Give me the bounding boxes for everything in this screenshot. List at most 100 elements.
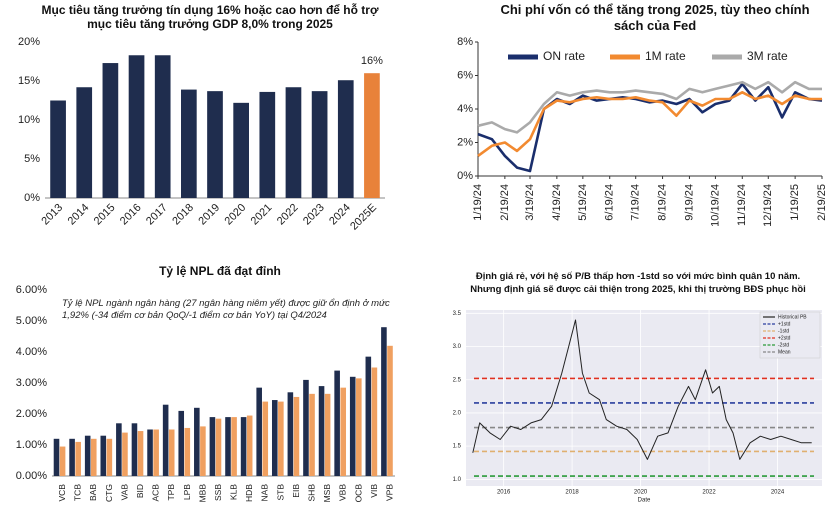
y-tick-label: 4% (457, 103, 473, 115)
x-tick-label: HDB (244, 484, 254, 502)
x-tick-label: 3/19/24 (524, 184, 536, 221)
chart-title: Mục tiêu tăng trưởng tín dụng 16% hoặc c… (41, 3, 379, 32)
bar (340, 387, 347, 476)
y-tick-label: 5.00% (16, 315, 47, 327)
line-series (477, 82, 823, 173)
chart-subtitle: Nhưng định giá sẽ được cải thiện trong 2… (470, 284, 806, 295)
bar (59, 446, 66, 476)
y-tick-label: 20% (18, 36, 40, 48)
bar (309, 393, 315, 476)
bar (128, 55, 145, 199)
bar (207, 91, 223, 198)
bar (153, 429, 159, 476)
x-axis-label: Date (638, 498, 651, 504)
legend-label: Historical PB (778, 314, 807, 320)
bar (337, 80, 354, 198)
x-tick-label: 2023 (301, 202, 327, 228)
x-tick-label: ACB (151, 484, 161, 502)
y-tick-label: 0% (24, 192, 40, 204)
bar (200, 426, 206, 476)
bar (259, 91, 276, 198)
bar (240, 417, 247, 476)
bar (69, 438, 75, 476)
bar (287, 392, 294, 476)
y-tick-label: 1.5 (453, 444, 462, 450)
x-tick-label: 6/19/24 (604, 184, 616, 221)
bar (178, 410, 185, 476)
bar (168, 429, 175, 476)
legend-label: -1std (778, 328, 789, 334)
y-tick-label: 6% (457, 69, 473, 81)
y-tick-label: 15% (18, 75, 40, 87)
y-tick-label: 3.5 (453, 311, 462, 317)
bar (122, 432, 128, 476)
legend-label: Mean (778, 349, 791, 355)
bar (381, 327, 387, 476)
x-tick-label: CTG (104, 484, 114, 502)
bar (318, 386, 325, 476)
y-tick-label: 0.00% (16, 470, 47, 482)
x-tick-label: MBB (197, 484, 207, 503)
x-tick-label: 2021 (249, 202, 275, 228)
bar (303, 379, 309, 476)
y-tick-label: 2.5 (453, 377, 462, 383)
line-series (477, 80, 822, 134)
bar (371, 367, 378, 476)
bar (256, 387, 262, 476)
y-tick-label: 1.0 (453, 477, 462, 483)
bar (116, 423, 122, 476)
y-tick-label: 10% (18, 114, 40, 126)
chart-title: Tỷ lệ NPL đã đạt đỉnh (159, 264, 281, 278)
legend-label: -2std (778, 342, 789, 348)
bar (334, 370, 340, 476)
bar (349, 376, 356, 476)
x-tick-label: VIB (369, 484, 379, 498)
data-label: 16% (361, 55, 383, 67)
x-tick-label: 2018 (170, 202, 196, 228)
bar (75, 441, 81, 476)
bar (233, 102, 249, 198)
x-tick-label: 11/19/24 (736, 184, 748, 226)
bar (285, 87, 302, 198)
bar (209, 417, 216, 476)
x-tick-label: 2019 (196, 202, 222, 228)
x-tick-label: 10/19/24 (709, 184, 721, 227)
x-tick-label: TPB (166, 484, 176, 501)
x-tick-label: 12/19/24 (762, 184, 774, 227)
x-tick-label: KLB (229, 484, 239, 500)
bar (356, 378, 362, 476)
x-tick-label: 2015 (92, 202, 118, 228)
x-tick-label: VCB (57, 484, 67, 502)
x-tick-label: VPB (384, 484, 394, 501)
bar (225, 417, 231, 476)
line-series (472, 319, 812, 460)
bar (387, 345, 393, 476)
y-tick-label: 6.00% (16, 284, 47, 296)
x-tick-label: MSB (322, 484, 332, 503)
bar (53, 438, 60, 476)
bar (365, 356, 372, 476)
legend-box (759, 311, 821, 359)
x-tick-label: SSB (213, 484, 223, 501)
legend-label: 3M rate (747, 49, 788, 63)
x-tick-label: BAB (88, 484, 98, 501)
x-tick-label: STB (275, 484, 285, 501)
x-tick-label: 9/19/24 (683, 184, 695, 221)
legend-label: ON rate (543, 49, 585, 63)
y-tick-label: 3.0 (453, 344, 462, 350)
x-tick-label: 8/19/24 (656, 184, 668, 221)
x-tick-label: EIB (291, 484, 301, 498)
bar (293, 396, 300, 476)
bar (76, 87, 93, 198)
x-tick-label: 7/19/24 (630, 184, 642, 221)
x-tick-label: NAB (260, 484, 270, 502)
x-tick-label: 2014 (66, 202, 92, 228)
bar (102, 63, 119, 199)
x-tick-label: 2/19/25 (816, 184, 828, 221)
x-tick-label: 2016 (497, 490, 511, 496)
y-tick-label: 5% (24, 153, 40, 165)
x-tick-label: 2025E (348, 202, 379, 233)
bar (50, 100, 66, 198)
bar (231, 417, 237, 476)
